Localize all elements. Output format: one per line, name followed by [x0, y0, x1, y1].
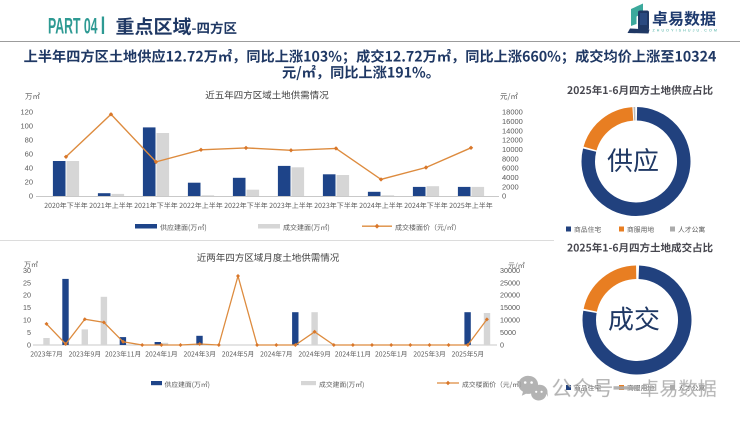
svg-text:25000: 25000	[500, 278, 520, 287]
svg-text:15: 15	[23, 303, 31, 312]
svg-text:25: 25	[23, 278, 31, 287]
svg-text:0: 0	[502, 192, 506, 201]
svg-text:20: 20	[23, 291, 31, 300]
svg-text:0: 0	[500, 340, 504, 349]
svg-text:80: 80	[25, 136, 33, 145]
svg-text:4000: 4000	[502, 173, 519, 182]
svg-text:10000: 10000	[500, 316, 520, 325]
svg-text:100: 100	[20, 122, 33, 131]
svg-text:30: 30	[23, 266, 31, 275]
svg-text:2000: 2000	[502, 182, 519, 191]
svg-text:30000: 30000	[500, 266, 520, 275]
svg-text:10000: 10000	[502, 145, 523, 154]
svg-text:5000: 5000	[500, 328, 516, 337]
svg-text:60: 60	[25, 150, 33, 159]
svg-text:6000: 6000	[502, 164, 519, 173]
svg-text:14000: 14000	[502, 126, 523, 135]
svg-text:PART 04: PART 04	[48, 14, 98, 39]
svg-text:18000: 18000	[502, 108, 523, 117]
svg-text:20000: 20000	[500, 291, 520, 300]
svg-text:ZHUOYISHUJU.COM: ZHUOYISHUJU.COM	[653, 29, 719, 33]
svg-text:20: 20	[25, 178, 33, 187]
svg-text:0: 0	[27, 340, 31, 349]
svg-text:120: 120	[20, 108, 33, 117]
svg-text:15000: 15000	[500, 303, 520, 312]
svg-text:5: 5	[27, 328, 31, 337]
svg-text:16000: 16000	[502, 117, 523, 126]
svg-text:10: 10	[23, 316, 31, 325]
svg-text:40: 40	[25, 164, 33, 173]
svg-text:0: 0	[29, 192, 33, 201]
svg-text:12000: 12000	[502, 136, 523, 145]
svg-text:8000: 8000	[502, 154, 519, 163]
